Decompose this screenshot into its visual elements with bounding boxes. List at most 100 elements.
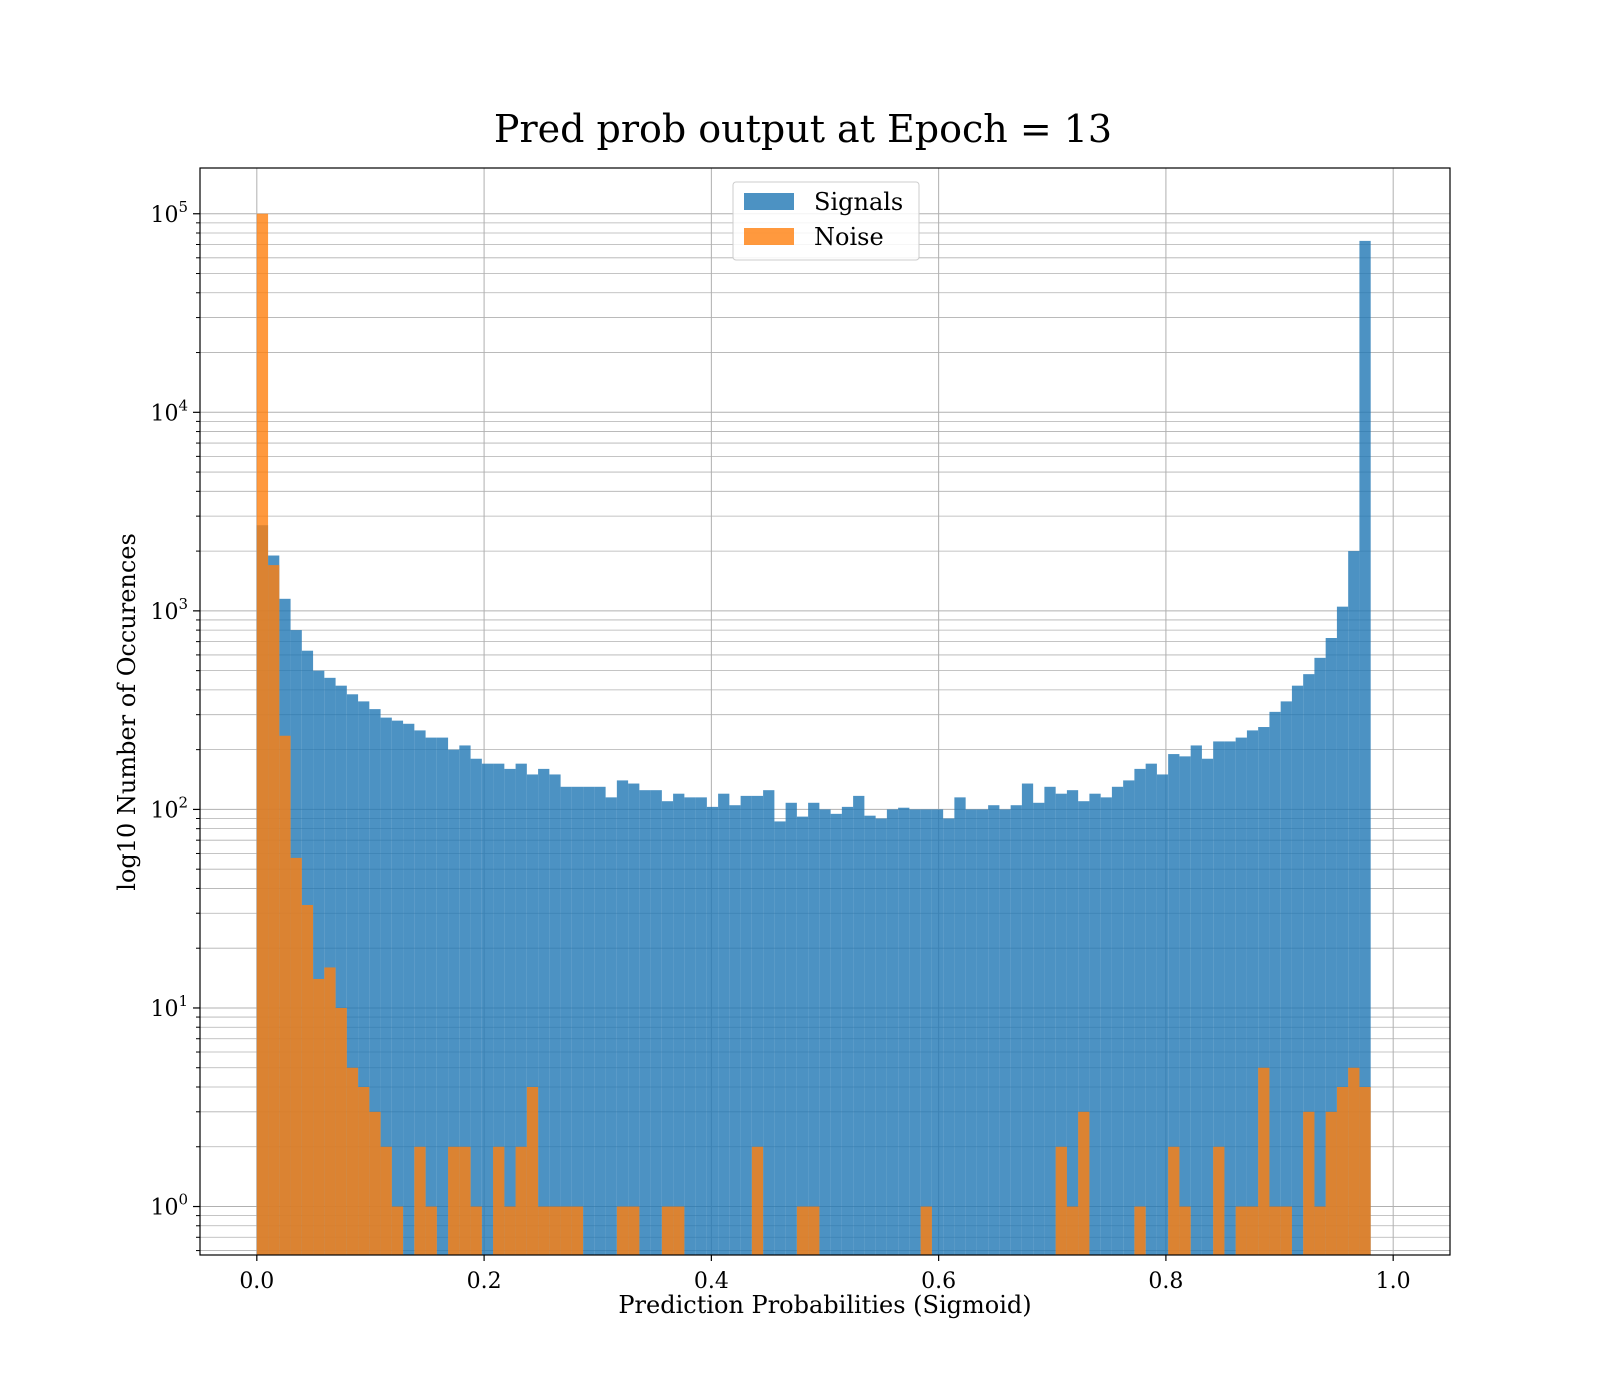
signals-bar [403,723,415,1255]
signals-bar [988,805,1000,1255]
signals-bar [1235,737,1247,1255]
signals-bar [380,717,392,1255]
y-axis-ticks: 100 101 102 103 104 105 [150,198,200,1252]
noise-bar [1134,1206,1146,1255]
signals-bar [898,807,910,1255]
y-tick-label: 104 [150,396,188,426]
noise-bar [1314,1206,1326,1255]
signals-bar [886,809,899,1255]
noise-bar [1359,1086,1371,1255]
noise-bar [358,1086,370,1255]
signals-bar [1258,727,1270,1255]
signals-bar [1348,551,1360,1255]
noise-bar [301,905,314,1255]
signals-bar [628,783,640,1255]
signals-bar [369,709,381,1255]
signals-bar [436,737,449,1255]
signals-bar [1089,793,1101,1255]
signals-bar [324,677,336,1255]
signals-bar [785,802,797,1255]
signals-bar [1269,711,1281,1255]
signals-bar [1134,768,1146,1255]
signals-bar [526,774,539,1255]
x-tick-label: 0.6 [921,1269,956,1294]
signals-bar [864,815,876,1255]
signals-bar [920,809,932,1255]
noise-bar [448,1146,460,1255]
signals-bar [819,809,831,1255]
noise-bar [1325,1111,1337,1255]
noise-bar [493,1146,505,1255]
signals-bar [965,809,977,1255]
noise-bar [1179,1206,1191,1255]
legend-label-noise: Noise [814,223,884,251]
x-tick-label: 0.2 [467,1269,502,1294]
signals-bar [1100,797,1112,1255]
chart-title: Pred prob output at Epoch = 13 [494,107,1112,151]
signals-bar [1010,805,1022,1255]
signals-bar [763,790,775,1255]
signals-bar [808,802,820,1255]
signals-bar [391,720,404,1255]
signals-bar [954,797,966,1255]
legend-label-signals: Signals [814,188,903,216]
signals-bar [470,758,482,1255]
signals-bar [493,763,505,1255]
signals-bar [313,670,325,1255]
noise-bar [661,1206,674,1255]
noise-bar [256,213,269,1256]
signals-bar [1213,741,1225,1255]
noise-bar [1078,1111,1090,1255]
signals-bar [1123,780,1135,1255]
signals-bar [414,730,426,1255]
noise-bar [1336,1086,1349,1255]
x-tick-label: 0.8 [1148,1269,1183,1294]
noise-bars [256,213,1371,1256]
noise-bar [920,1206,932,1255]
signals-bar [976,809,989,1255]
noise-bar [346,1067,359,1255]
signals-bar [1280,701,1292,1255]
y-tick-label: 103 [150,595,188,625]
noise-bar [1348,1067,1360,1255]
signals-bar [571,786,584,1255]
noise-bar [549,1206,561,1255]
signals-bar [706,806,719,1255]
signals-bar [875,818,887,1255]
signals-bar [718,793,730,1255]
noise-bar [380,1146,392,1255]
noise-bar [391,1206,404,1255]
signals-bar [1021,783,1034,1255]
x-axis-label: Prediction Probabilities (Sigmoid) [618,1291,1031,1319]
signals-bar [459,745,471,1255]
noise-bar [268,565,280,1255]
plot-frame [199,167,1451,1256]
legend: Signals Noise [732,181,920,261]
signals-bar [909,809,921,1255]
legend-swatch-signals [744,193,794,210]
noise-bar [1303,1111,1315,1255]
y-tick-label: 105 [150,198,188,228]
signals-bar [1156,774,1169,1255]
noise-bar [425,1206,437,1255]
signals-bar [943,818,955,1255]
signals-bar [729,805,741,1255]
noise-bar [526,1086,539,1255]
signals-bar [560,786,572,1255]
signals-bar [616,780,629,1255]
signals-bar [796,816,809,1255]
signals-bar [830,813,842,1255]
signals-bar [1303,674,1315,1255]
signals-bar [594,786,606,1255]
noise-bar [369,1111,381,1255]
noise-bar [1066,1206,1079,1255]
signals-bar [549,774,561,1255]
signals-bar [583,786,595,1255]
signals-bar [999,809,1011,1255]
signals-bar [1145,763,1157,1255]
y-tick-label: 101 [150,992,188,1022]
signals-bar [504,768,516,1255]
signals-bar [751,795,764,1255]
noise-bar [459,1146,471,1255]
signals-bar [1246,730,1259,1255]
